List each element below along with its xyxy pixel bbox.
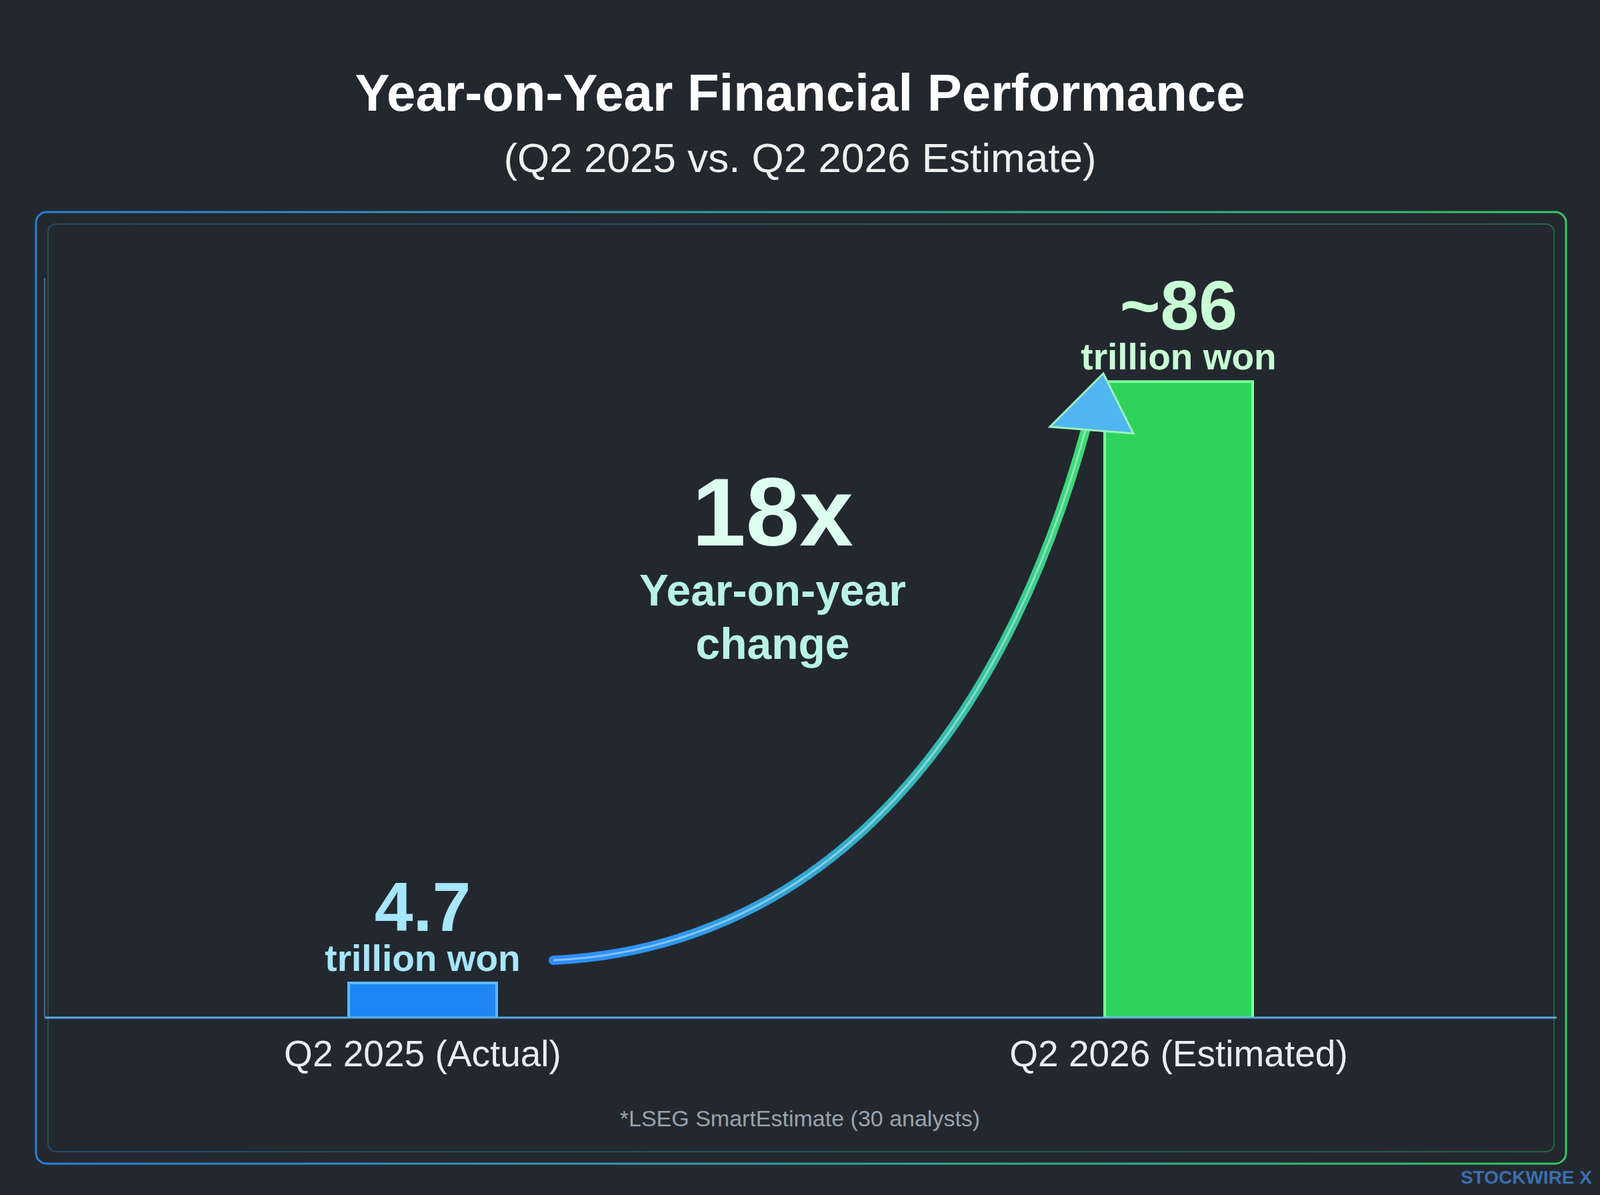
- html-text:(Q2 2025 vs. Q2 2026 Estimate): (Q2 2025 vs. Q2 2026 Estimate): [503, 134, 1097, 181]
- svg-text:4.7: 4.7: [374, 868, 472, 946]
- svg-text:Year-on-year: Year-on-year: [639, 565, 906, 615]
- html-text:*LSEG SmartEstimate (30 analys: *LSEG SmartEstimate (30 analysts): [619, 1105, 981, 1131]
- svg-text:Q2 2026 (Estimated): Q2 2026 (Estimated): [1009, 1032, 1348, 1074]
- html-text:STOCKWIRE X: STOCKWIRE X: [1460, 1166, 1592, 1188]
- svg-text:Q2 2025 (Actual): Q2 2025 (Actual): [284, 1032, 562, 1074]
- svg-text:trillion won: trillion won: [324, 937, 520, 979]
- html-text:Year-on-Year Financial Perform: Year-on-Year Financial Performance: [354, 63, 1246, 122]
- svg-text:~86: ~86: [1120, 266, 1238, 344]
- svg-text:18x: 18x: [692, 458, 854, 566]
- svg-text:change: change: [695, 618, 850, 668]
- svg-text:trillion won: trillion won: [1080, 336, 1276, 378]
